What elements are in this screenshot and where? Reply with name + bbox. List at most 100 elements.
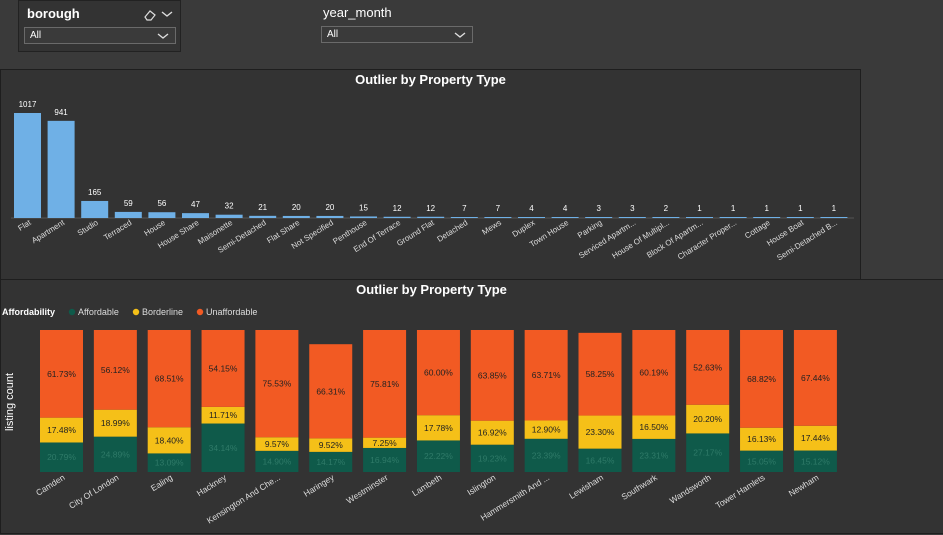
bar-segment (632, 330, 676, 416)
data-label: 34.14% (209, 443, 238, 453)
data-label: 15.05% (747, 456, 776, 466)
data-label: 68.51% (155, 374, 184, 384)
category-label: City Of London (67, 472, 121, 511)
bar-segment (309, 438, 353, 452)
bar-segment (793, 330, 837, 426)
property-type-bar-chart: 1017 Flat 941 Apartment 165 Studio 59 Terraced 5… (11, 100, 854, 262)
data-label: 23.39% (532, 450, 561, 460)
category-label: House Of Multipl... (610, 218, 671, 261)
data-label: 11.71% (209, 410, 238, 420)
category-label: Haringey (302, 472, 337, 499)
bar-segment (40, 330, 83, 418)
data-label: 7.25% (373, 438, 398, 448)
category-label: Lewisham (567, 472, 605, 501)
data-label: 1 (798, 204, 803, 213)
bar (786, 217, 814, 218)
data-label: 63.85% (478, 370, 507, 380)
borough-dropdown[interactable]: All (24, 27, 176, 44)
data-label: 75.81% (370, 379, 399, 389)
data-label: 60.00% (424, 368, 453, 378)
bar-segment (793, 425, 837, 451)
bar-segment (470, 444, 514, 472)
category-label: Detached (436, 218, 470, 244)
data-label: 1 (832, 204, 837, 213)
data-label: 16.92% (478, 428, 507, 438)
legend-marker (68, 308, 76, 316)
bar-segment (40, 417, 83, 443)
category-label: Hackney (195, 472, 229, 498)
borough-slicer: borough All (18, 0, 181, 52)
bar (484, 217, 512, 218)
data-label: 20.79% (47, 452, 76, 462)
data-label: 22.22% (424, 451, 453, 461)
data-label: 63.71% (532, 370, 561, 380)
chevron-down-icon[interactable] (161, 9, 173, 19)
category-label: Mews (480, 218, 502, 237)
bar (148, 212, 176, 218)
bar-segment (255, 330, 299, 438)
data-label: 58.25% (586, 369, 615, 379)
category-label: Newham (787, 472, 821, 498)
bar (686, 217, 713, 218)
data-label: 56.12% (101, 365, 130, 375)
bar-segment (93, 436, 137, 472)
data-label: 3 (630, 204, 635, 213)
year-month-dropdown[interactable]: All (321, 26, 473, 43)
legend-title: Affordability (2, 307, 55, 317)
category-label: Lambeth (410, 472, 444, 498)
bar-segment (793, 450, 837, 472)
bar (518, 217, 545, 218)
data-label: 12 (426, 204, 435, 213)
bar-segment (470, 420, 514, 445)
data-label: 20 (325, 203, 334, 212)
category-label: Camden (34, 472, 67, 498)
data-label: 32 (225, 202, 234, 211)
data-label: 12 (393, 204, 402, 213)
affordability-chart-panel: Outlier by Property Type Affordability Af… (0, 279, 943, 534)
bar-segment (147, 330, 191, 428)
bar-segment (93, 330, 137, 410)
data-label: 1 (697, 204, 702, 213)
category-label: Tower Hamlets (714, 472, 767, 510)
bar-segment (632, 415, 676, 439)
data-label: 60.19% (639, 368, 668, 378)
property-type-chart-panel: Outlier by Property Type 1017 Flat 941 Apar… (0, 69, 861, 280)
bar-segment (632, 438, 676, 472)
category-label: Cottage (743, 218, 772, 241)
data-label: 12.90% (532, 425, 561, 435)
borough-slicer-title: borough (27, 6, 80, 21)
bar (114, 211, 142, 218)
data-label: 75.53% (262, 379, 291, 389)
data-label: 18.99% (101, 418, 130, 428)
bar (81, 200, 109, 218)
bar-segment (740, 427, 784, 451)
data-label: 54.15% (209, 363, 238, 373)
data-label: 1 (731, 204, 736, 213)
data-label: 66.31% (316, 386, 345, 396)
bar-segment (309, 344, 353, 439)
bar (585, 217, 613, 218)
data-label: 47 (191, 200, 200, 209)
category-label: Westminster (344, 472, 389, 506)
chart-title: Outlier by Property Type (355, 72, 506, 87)
bar (316, 215, 344, 218)
legend-marker (132, 308, 140, 316)
bar-segment (40, 442, 83, 472)
data-label: 21 (258, 203, 267, 212)
bar (282, 215, 310, 218)
eraser-icon[interactable] (143, 9, 157, 21)
bar-segment (686, 433, 730, 472)
data-label: 16.13% (747, 434, 776, 444)
category-label: Flat (16, 218, 33, 233)
category-label: Terraced (102, 218, 133, 242)
bar (249, 215, 277, 218)
bar-segment (524, 420, 568, 439)
category-label: Ground Flat (395, 218, 436, 248)
bar (14, 113, 41, 218)
bar-segment (201, 406, 245, 424)
data-label: 59 (124, 199, 133, 208)
data-label: 15.12% (801, 456, 830, 466)
bar-segment (147, 453, 191, 472)
bar (182, 213, 209, 218)
bar-segment (255, 437, 299, 451)
